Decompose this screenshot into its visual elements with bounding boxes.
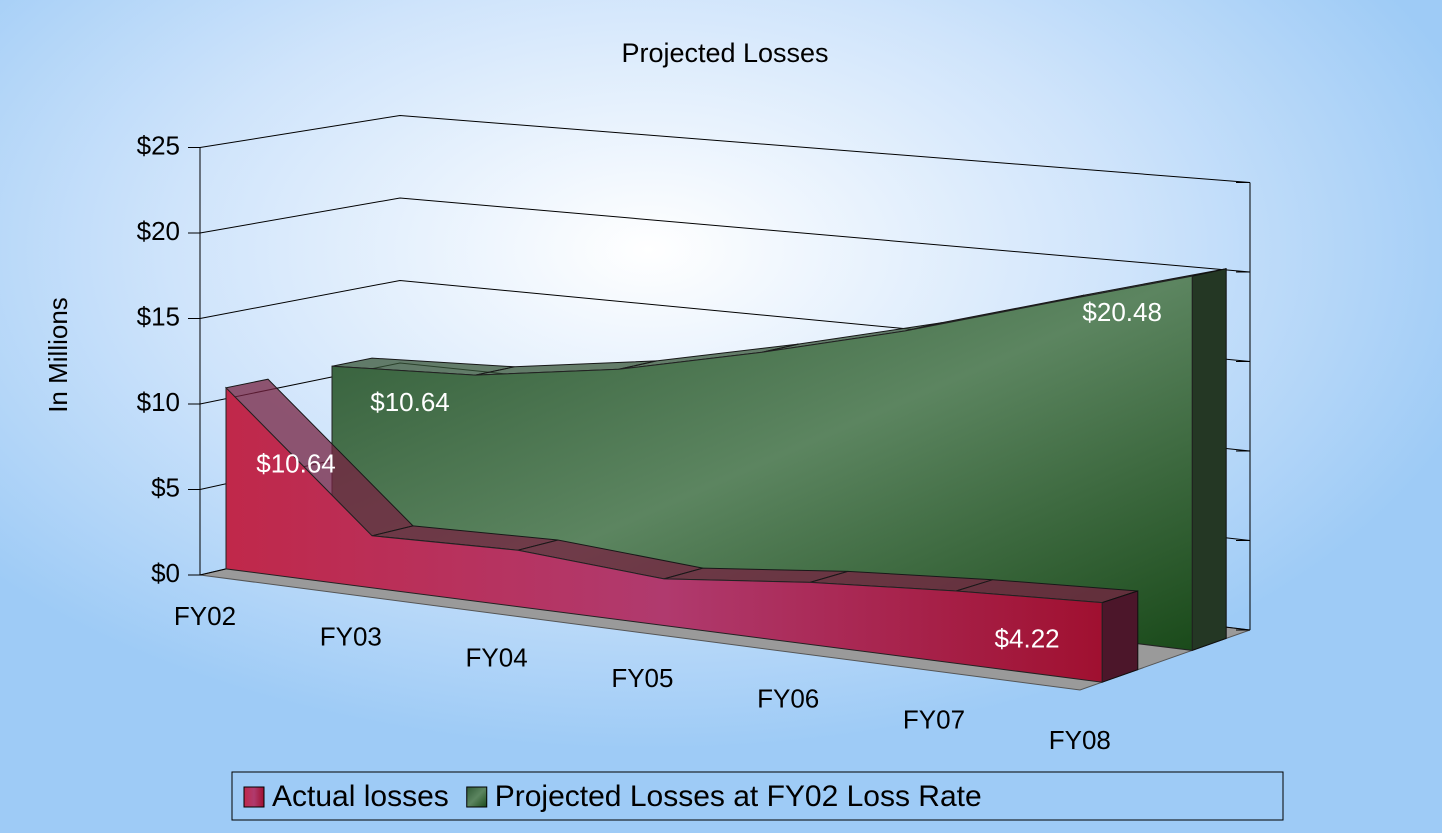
y-axis-label: In Millions: [43, 297, 73, 413]
chart-title: Projected Losses: [621, 38, 828, 68]
x-tick-label: FY07: [903, 704, 965, 734]
y-tick-label: $5: [151, 472, 180, 502]
y-tick-label: $15: [137, 301, 180, 331]
legend-label: Actual losses: [272, 780, 449, 813]
legend-swatch: [466, 786, 488, 808]
side-face: [1101, 590, 1139, 683]
data-label: $10.64: [370, 387, 450, 417]
y-tick-label: $10: [137, 387, 180, 417]
x-tick-label: FY03: [320, 622, 382, 652]
grid-line: [199, 114, 1251, 183]
legend: [231, 771, 1284, 821]
x-tick-label: FY05: [611, 663, 673, 693]
x-tick-label: FY06: [757, 684, 819, 714]
x-tick-label: FY08: [1049, 725, 1111, 755]
grid-line: [199, 197, 1251, 273]
y-tick-label: $25: [137, 130, 180, 160]
x-tick-label: FY02: [174, 601, 236, 631]
area: [225, 386, 1103, 683]
side-face: [1191, 268, 1227, 652]
data-label: $4.22: [995, 623, 1060, 653]
legend-label: Projected Losses at FY02 Loss Rate: [495, 780, 982, 813]
x-tick-label: FY04: [466, 642, 528, 672]
data-label: $10.64: [256, 449, 336, 479]
plot: $0 $5 $10 $15 $20 $25 $10.64 $20.48 $10.64 $4.22 F…: [137, 114, 1251, 755]
y-tick-label: $20: [137, 216, 180, 246]
legend-swatch: [243, 786, 265, 808]
y-tick-label: $0: [151, 558, 180, 588]
data-label: $20.48: [1082, 297, 1162, 327]
